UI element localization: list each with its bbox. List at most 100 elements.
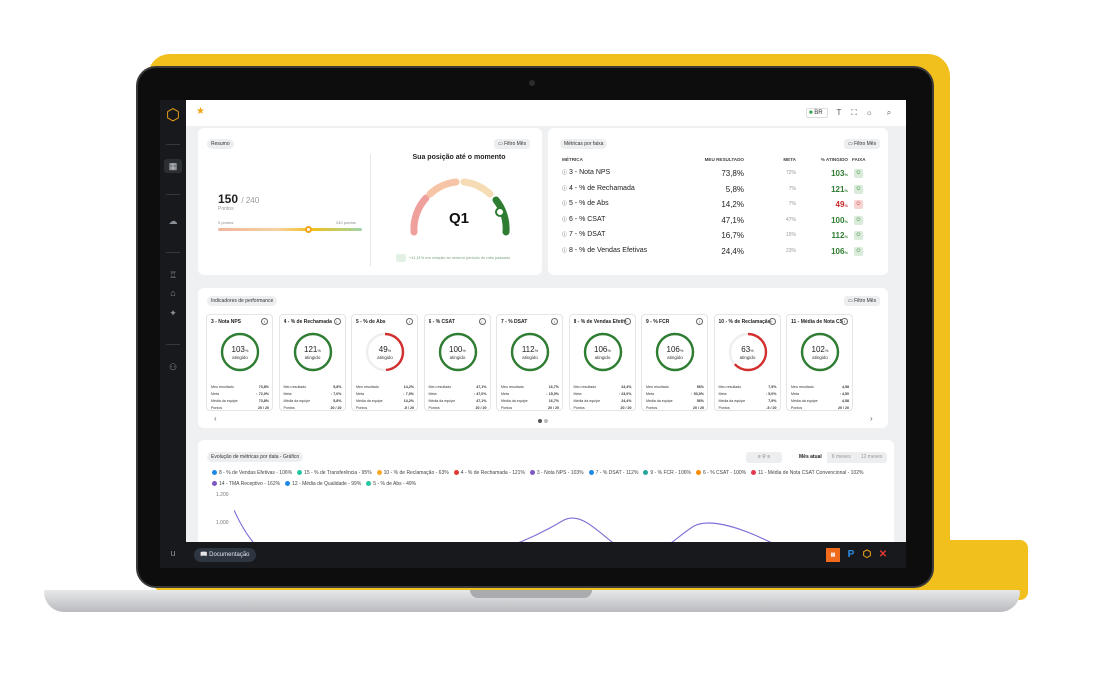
metricas-card: Métricas por faixa ▭ Filtro Mês MÉTRICA … <box>548 128 888 275</box>
legend-item[interactable]: 12 - Média de Qualidade - 99% <box>285 479 361 490</box>
sparkles-icon[interactable]: ✦ <box>169 308 177 318</box>
carousel-prev-icon[interactable]: ‹ <box>214 414 217 423</box>
indicator-row-value: 73,8% <box>258 385 269 389</box>
indicator-card[interactable]: 6 - % CSAT i 100% atingido Meu resultado 47,1… <box>423 314 491 411</box>
legend-item[interactable]: 8 - % de Vendas Efetivas - 106% <box>212 468 292 479</box>
info-icon[interactable]: i <box>551 318 558 325</box>
legend-item[interactable]: 7 - % DSAT - 112% <box>588 468 638 479</box>
fullscreen-icon[interactable]: ⛶ <box>851 108 857 117</box>
info-icon[interactable]: i <box>333 318 341 325</box>
indicator-row-label: Meu resultado <box>283 385 307 389</box>
metricas-filter-button[interactable]: ▭ Filtro Mês <box>844 139 881 149</box>
header-metrica: MÉTRICA <box>562 157 583 162</box>
info-icon[interactable]: i <box>261 318 268 325</box>
period-12m[interactable]: 12 meses <box>860 454 883 460</box>
trophy-icon[interactable]: ♖ <box>168 270 178 280</box>
ring-fill <box>293 332 332 372</box>
progress-ring <box>655 332 695 372</box>
legend-item[interactable]: 5 - % de Abs - 49% <box>366 479 416 490</box>
carousel-next-icon[interactable]: › <box>870 414 873 423</box>
info-icon[interactable]: i <box>406 318 413 325</box>
language-selector[interactable]: ■ BR <box>806 108 828 118</box>
legend-item[interactable]: 6 - % CSAT - 100% <box>695 468 746 479</box>
indicator-card[interactable]: 5 - % de Abs i 49% atingido Meu resultado 14,… <box>351 314 418 411</box>
legend-swatch <box>643 470 649 476</box>
search-icon[interactable]: ⌕ <box>886 108 892 117</box>
indicadores-filter-button[interactable]: ▭ Filtro Mês <box>844 296 881 306</box>
info-icon[interactable]: ⓘ <box>562 185 568 192</box>
indicator-row-value: 4,58 <box>842 399 849 403</box>
carousel-dot-active[interactable] <box>538 419 542 423</box>
header-resultado: MEU RESULTADO <box>704 157 744 162</box>
text-size-icon[interactable]: T <box>836 108 842 117</box>
legend-swatch <box>376 470 382 476</box>
indicator-title: 7 - % DSAT <box>501 319 528 325</box>
ring-fill <box>800 332 840 372</box>
indicator-row-value: 20 / 20 <box>258 406 269 410</box>
indicator-card[interactable]: 10 - % de Reclamação i 63% atingido Meu resu… <box>713 314 781 411</box>
info-icon[interactable]: ⓘ <box>562 216 568 223</box>
period-6m[interactable]: 6 meses <box>831 454 851 460</box>
info-icon[interactable]: ⓘ <box>562 170 568 176</box>
indicator-card[interactable]: 4 - % de Rechamada i 121% atingido Meu resul… <box>278 314 346 411</box>
indicator-title: 8 - % de Vendas Efetivas <box>573 319 626 325</box>
users-icon[interactable]: ⚇ <box>168 362 178 372</box>
documentation-button[interactable]: 📖 Documentação <box>194 548 256 562</box>
ring-fill <box>365 332 405 372</box>
legend-item[interactable]: 15 - % de Transferência - 95% <box>297 468 372 479</box>
metric-meta: 7% <box>788 185 796 192</box>
legend-item[interactable]: 14 - TMA Receptivo - 162% <box>212 479 280 490</box>
filter-label: Filtro Mês <box>504 141 527 147</box>
user-avatar-icon[interactable]: u <box>170 548 176 558</box>
indicator-card[interactable]: 3 - Nota NPS i 103% atingido Meu resultado 73… <box>206 314 273 411</box>
atingido-label: atingido <box>232 355 248 360</box>
info-icon[interactable]: i <box>623 318 631 325</box>
indicator-row: Média da equipe 47,1% <box>429 399 487 405</box>
metric-pct-value: 112 <box>831 231 845 240</box>
legend-item[interactable]: 9 - % FCR - 106% <box>643 468 691 479</box>
indicator-card[interactable]: 8 - % de Vendas Efetivasi 106%atingido Meu… <box>568 314 636 411</box>
atingido-label: atingido <box>377 355 393 360</box>
indicator-row-value: ↓ 7,0% <box>330 392 342 396</box>
app-logo-icon[interactable]: ⬡ <box>166 107 180 124</box>
sidebar-divider <box>166 194 180 195</box>
info-icon[interactable]: ⓘ <box>562 247 568 254</box>
indicator-row: Pontos 20 / 20 <box>211 406 269 412</box>
carousel-dot[interactable] <box>544 419 548 423</box>
documentation-label: Documentação <box>209 552 250 558</box>
indicator-pct-value: 49 <box>378 345 388 354</box>
theme-icon[interactable]: ☼ <box>865 108 873 117</box>
chart-type-toggle[interactable]: ≡ ⚲ ≡ <box>746 452 782 463</box>
legend-item[interactable]: 11 - Média de Nota CSAT Convencional - 1… <box>751 468 863 479</box>
period-current[interactable]: Mês atual <box>794 452 827 463</box>
indicator-card[interactable]: 9 - % FCR i 106% atingido Meu resultado 56% Me… <box>641 314 708 411</box>
metric-result: 14,2% <box>721 200 744 209</box>
indicator-row-label: Meta <box>501 392 509 396</box>
indicator-row-value: 16,7% <box>548 399 559 403</box>
progress-ring <box>800 332 840 372</box>
indicator-title: 4 - % de Rechamada <box>283 319 332 325</box>
info-icon[interactable]: i <box>696 318 703 325</box>
metric-name: ⓘ 4 - % de Rechamada <box>562 185 635 192</box>
progress-ring <box>583 332 622 372</box>
metric-name-text: 5 - % de Abs <box>568 200 609 207</box>
dashboard-icon[interactable]: ▦ <box>164 159 182 173</box>
favorite-star-icon[interactable]: ★ <box>196 106 205 117</box>
legend-item[interactable]: 4 - % de Rechamada - 121% <box>453 468 525 479</box>
info-icon[interactable]: ⓘ <box>562 201 568 207</box>
info-icon[interactable]: i <box>478 318 486 325</box>
indicator-row-value: ↑ 47,0% <box>473 392 487 396</box>
indicator-card[interactable]: 7 - % DSAT i 112% atingido Meu resultado 16,7… <box>496 314 563 411</box>
resumo-filter-button[interactable]: ▭ Filtro Mês <box>494 139 531 149</box>
info-icon[interactable]: i <box>841 318 848 325</box>
chart-icon[interactable]: ⌂ <box>170 288 176 298</box>
indicator-row-value: 47,1% <box>476 385 487 389</box>
legend-item[interactable]: 10 - % de Reclamação - 63% <box>376 468 449 479</box>
legend-item[interactable]: 3 - Nota NPS - 103% <box>529 468 584 479</box>
indicator-title: 6 - % CSAT <box>428 319 455 325</box>
indicator-row: Média da equipe 24,4% <box>574 399 632 405</box>
cloud-icon[interactable]: ☁ <box>168 216 178 226</box>
info-icon[interactable]: i <box>768 318 776 325</box>
info-icon[interactable]: ⓘ <box>562 232 568 238</box>
